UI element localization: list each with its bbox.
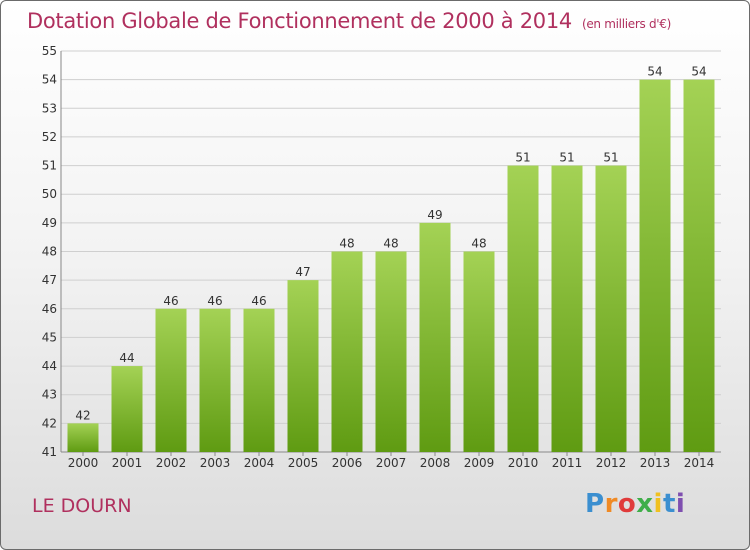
value-label-2012: 51 <box>603 151 618 165</box>
value-label-2006: 48 <box>339 237 354 251</box>
x-tick-label-2007: 2007 <box>376 456 407 470</box>
proxiti-logo: Proxiti <box>585 489 686 519</box>
x-tick-label-2008: 2008 <box>420 456 451 470</box>
y-tick-label: 51 <box>42 159 57 173</box>
value-label-2005: 47 <box>295 265 310 279</box>
bar-2002 <box>155 308 187 452</box>
y-tick-label: 44 <box>42 359 57 373</box>
bar-2008 <box>419 222 451 452</box>
x-tick-label-2011: 2011 <box>552 456 583 470</box>
value-label-2009: 48 <box>471 237 486 251</box>
x-tick-label-2006: 2006 <box>332 456 363 470</box>
bar-2007 <box>375 251 407 452</box>
bar-2012 <box>595 165 627 453</box>
chart-title-text: Dotation Globale de Fonctionnement de 20… <box>27 9 572 33</box>
y-tick-label: 52 <box>42 130 57 144</box>
x-tick-label-2014: 2014 <box>684 456 715 470</box>
bar-2000 <box>67 423 99 452</box>
value-label-2003: 46 <box>207 294 222 308</box>
bars <box>67 79 715 453</box>
y-tick-label: 49 <box>42 216 57 230</box>
bar-2004 <box>243 308 275 452</box>
value-label-2002: 46 <box>163 294 178 308</box>
x-tick-label-2009: 2009 <box>464 456 495 470</box>
y-tick-label: 42 <box>42 416 57 430</box>
value-labels: 42 44 46 46 46 47 48 48 49 48 51 51 51 54 54 <box>75 65 706 423</box>
x-tick-label-2013: 2013 <box>640 456 671 470</box>
value-label-2007: 48 <box>383 237 398 251</box>
x-tick-label-2001: 2001 <box>112 456 143 470</box>
value-label-2004: 46 <box>251 294 266 308</box>
x-tick-label-2000: 2000 <box>68 456 99 470</box>
y-tick-label: 45 <box>42 330 57 344</box>
chart-title: Dotation Globale de Fonctionnement de 20… <box>27 9 671 33</box>
bar-2011 <box>551 165 583 453</box>
value-label-2013: 54 <box>647 65 662 79</box>
x-tick-label-2002: 2002 <box>156 456 187 470</box>
x-tick-labels: 2000 2001 2002 2003 2004 2005 2006 2007 2008 2009… <box>68 456 715 470</box>
chart-unit: (en milliers d'€) <box>581 17 671 31</box>
y-tick-label: 47 <box>42 273 57 287</box>
bar-2001 <box>111 366 143 452</box>
value-label-2001: 44 <box>119 351 134 365</box>
value-label-2014: 54 <box>691 65 706 79</box>
value-label-2011: 51 <box>559 151 574 165</box>
y-tick-label: 43 <box>42 388 57 402</box>
x-tick-label-2012: 2012 <box>596 456 627 470</box>
bar-2014 <box>683 79 715 453</box>
value-label-2010: 51 <box>515 151 530 165</box>
y-tick-label: 53 <box>42 101 57 115</box>
bar-2009 <box>463 251 495 452</box>
bar-2005 <box>287 280 319 452</box>
y-tick-label: 48 <box>42 245 57 259</box>
y-tick-label: 55 <box>42 44 57 58</box>
bar-2010 <box>507 165 539 453</box>
value-label-2000: 42 <box>75 408 90 422</box>
y-tick-labels: 41 42 43 44 45 46 47 48 49 50 51 52 53 54 55 <box>42 44 57 459</box>
y-tick-label: 54 <box>42 73 57 87</box>
x-tick-label-2005: 2005 <box>288 456 319 470</box>
bar-2006 <box>331 251 363 452</box>
x-tick-label-2004: 2004 <box>244 456 275 470</box>
y-tick-label: 46 <box>42 302 57 316</box>
place-name: LE DOURN <box>32 495 132 517</box>
x-tick-label-2010: 2010 <box>508 456 539 470</box>
bar-2013 <box>639 79 671 453</box>
y-tick-label: 41 <box>42 445 57 459</box>
y-tick-label: 50 <box>42 187 57 201</box>
value-label-2008: 49 <box>427 208 442 222</box>
bar-2003 <box>199 308 231 452</box>
x-tick-label-2003: 2003 <box>200 456 231 470</box>
